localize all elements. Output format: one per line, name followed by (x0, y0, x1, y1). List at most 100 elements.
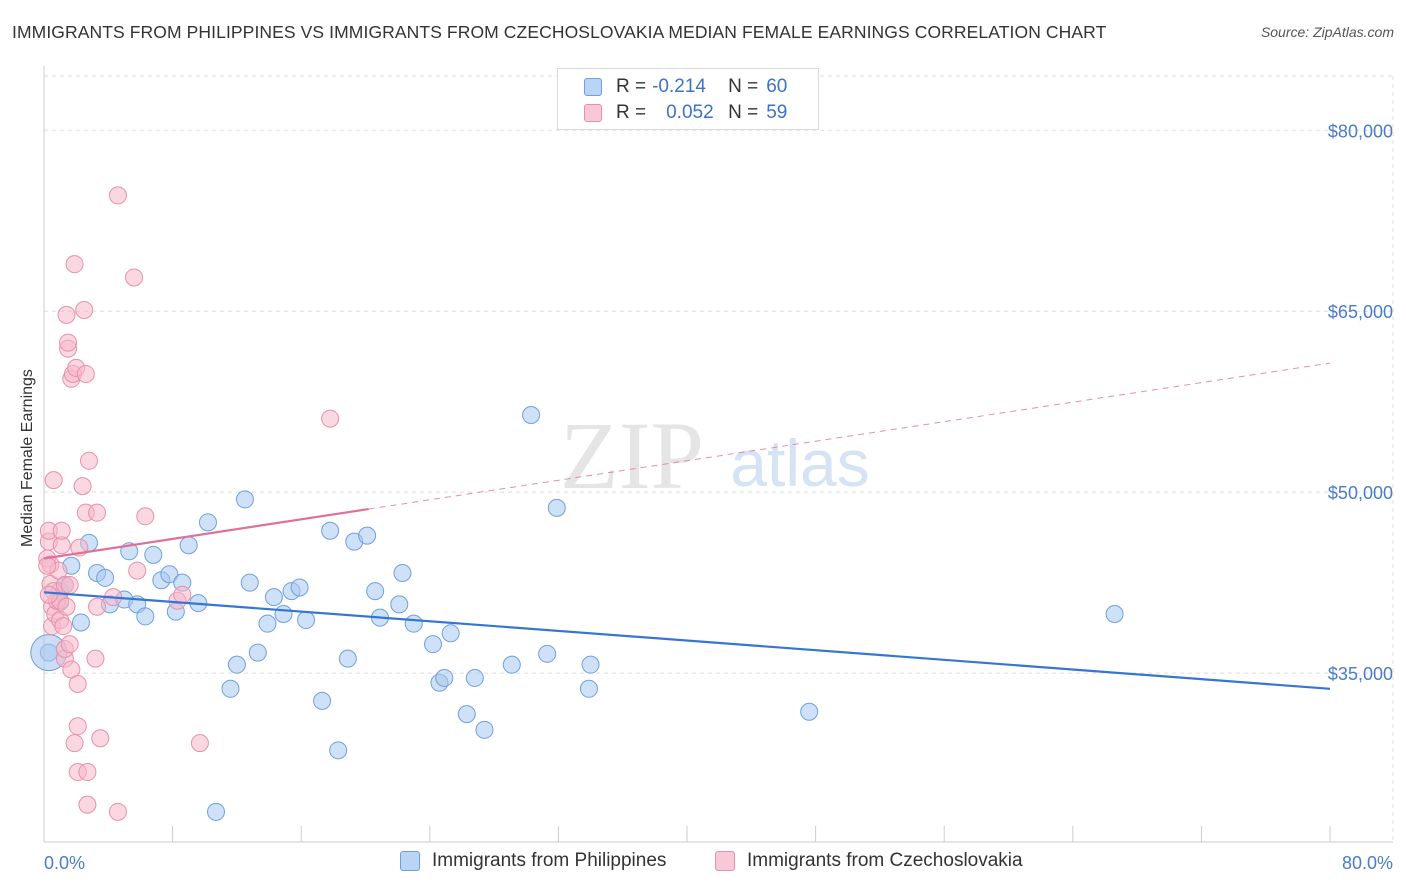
point-philippines (366, 582, 385, 601)
n-label: N = (728, 102, 759, 123)
point-czechoslovakia (65, 255, 84, 274)
stats-legend: R = -0.214 N = 60 R = 0.052 N = 59 (557, 68, 819, 130)
point-philippines (313, 691, 332, 710)
watermark-atlas: atlas (730, 426, 869, 500)
chart-title: IMMIGRANTS FROM PHILIPPINES VS IMMIGRANT… (12, 22, 1107, 42)
n-value: 60 (766, 76, 788, 97)
point-czechoslovakia (78, 795, 97, 814)
axes (43, 66, 1393, 843)
point-czechoslovakia (128, 561, 147, 580)
legend-swatch-blue (400, 851, 420, 871)
point-czechoslovakia (125, 268, 144, 287)
x-tick-labels: 0.0% 80.0% (44, 853, 1393, 873)
point-philippines (221, 679, 240, 698)
point-czechoslovakia (190, 734, 209, 753)
trend-line-czechoslovakia (43, 507, 369, 560)
stats-row-philippines: R = -0.214 N = 60 (584, 74, 787, 100)
x-tick-min: 0.0% (44, 853, 85, 873)
x-tick-max: 80.0% (1342, 853, 1393, 873)
y-tick-labels: $35,000 $50,000 $65,000 $80,000 (1328, 121, 1393, 684)
point-philippines (1105, 605, 1124, 624)
point-philippines (424, 635, 443, 654)
point-czechoslovakia (38, 556, 57, 575)
legend-item-philippines: Immigrants from Philippines (400, 850, 666, 872)
y-tick-label: $50,000 (1328, 483, 1393, 503)
point-czechoslovakia (57, 597, 76, 616)
trend-line-czechoslovakia-extended (368, 362, 1331, 510)
n-label: N = (728, 76, 759, 97)
point-philippines (160, 565, 179, 584)
point-philippines (465, 668, 484, 687)
point-philippines (358, 526, 377, 545)
point-czechoslovakia (68, 717, 87, 736)
point-czechoslovakia (68, 674, 87, 693)
point-czechoslovakia (65, 734, 84, 753)
point-czechoslovakia (76, 364, 95, 383)
point-philippines (800, 702, 819, 721)
y-tick-label: $65,000 (1328, 302, 1393, 322)
point-philippines (581, 655, 600, 674)
point-czechoslovakia (59, 333, 78, 352)
trend-lines (43, 362, 1331, 690)
point-philippines (71, 613, 90, 632)
point-philippines (435, 668, 454, 687)
point-czechoslovakia (91, 729, 110, 748)
point-philippines (457, 705, 476, 724)
point-philippines (290, 578, 309, 597)
point-philippines (179, 536, 198, 555)
point-philippines (579, 679, 598, 698)
point-czechoslovakia (108, 802, 127, 821)
point-czechoslovakia (54, 617, 73, 636)
point-philippines (240, 573, 259, 592)
series-legend: Immigrants from Philippines Immigrants f… (0, 850, 1406, 878)
point-czechoslovakia (57, 305, 76, 324)
point-czechoslovakia (136, 507, 155, 526)
point-philippines (547, 498, 566, 517)
point-philippines (227, 655, 246, 674)
point-czechoslovakia (39, 585, 58, 604)
point-czechoslovakia (108, 186, 127, 205)
point-philippines (258, 614, 277, 633)
trend-line-philippines (43, 591, 1331, 690)
point-czechoslovakia (86, 649, 105, 668)
point-philippines (393, 563, 412, 582)
point-czechoslovakia (73, 477, 92, 496)
legend-swatch-pink (715, 851, 735, 871)
point-czechoslovakia (88, 597, 107, 616)
point-philippines (264, 588, 283, 607)
n-value: 59 (766, 102, 788, 123)
point-philippines (475, 720, 494, 739)
legend-label-philippines: Immigrants from Philippines (432, 850, 667, 871)
point-philippines (329, 741, 348, 760)
point-philippines (96, 568, 115, 587)
r-value: 0.052 (666, 102, 714, 123)
r-label: R = (616, 102, 647, 123)
point-philippines (144, 545, 163, 564)
legend-label-czechoslovakia: Immigrants from Czechoslovakia (747, 850, 1023, 871)
point-philippines (274, 605, 293, 624)
stats-row-czechoslovakia: R = 0.052 N = 59 (584, 100, 787, 126)
point-czechoslovakia (173, 585, 192, 604)
point-philippines (297, 611, 316, 630)
point-philippines (248, 643, 267, 662)
point-philippines (522, 405, 541, 424)
legend-item-czechoslovakia: Immigrants from Czechoslovakia (715, 850, 1023, 872)
point-czechoslovakia (80, 451, 99, 470)
point-philippines (235, 490, 254, 509)
source-label: Source: ZipAtlas.com (1260, 24, 1394, 40)
point-philippines (502, 655, 521, 674)
point-philippines (390, 595, 409, 614)
gridlines (44, 75, 1394, 842)
point-philippines (538, 644, 557, 663)
r-value: -0.214 (652, 76, 706, 97)
point-czechoslovakia (60, 576, 79, 595)
watermark-zip: ZIP (560, 402, 704, 509)
y-tick-label: $80,000 (1328, 121, 1393, 141)
point-czechoslovakia (78, 763, 97, 782)
point-philippines (136, 607, 155, 626)
point-czechoslovakia (75, 301, 94, 320)
point-philippines (207, 802, 226, 821)
r-label: R = (616, 76, 647, 97)
point-philippines (338, 649, 357, 668)
